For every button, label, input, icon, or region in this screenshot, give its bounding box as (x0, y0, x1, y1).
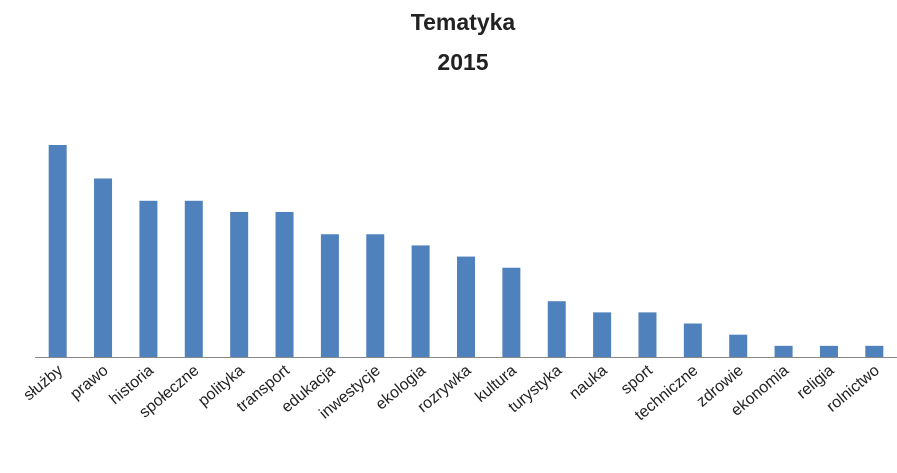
bar (638, 312, 657, 357)
chart-subtitle: 2015 (437, 49, 488, 75)
bar (275, 211, 294, 357)
x-tick-label: sport (618, 362, 657, 398)
bar (774, 345, 793, 357)
bar (184, 200, 203, 357)
bar (683, 323, 702, 357)
bar (502, 267, 521, 357)
x-tick-label: nauka (566, 362, 610, 403)
x-tick-label: służby (21, 362, 67, 404)
bar (94, 178, 113, 357)
bar (48, 145, 67, 357)
x-tick-label: prawo (67, 362, 111, 403)
bar (320, 234, 339, 357)
bar (457, 256, 475, 357)
bar (139, 200, 158, 357)
bar (230, 211, 249, 357)
bar (593, 312, 612, 357)
chart-title: Tematyka (411, 9, 516, 35)
bar (366, 234, 385, 357)
bar (411, 245, 430, 357)
bar (819, 345, 838, 357)
bar (547, 301, 566, 357)
bar (729, 334, 748, 357)
bar (865, 345, 884, 357)
